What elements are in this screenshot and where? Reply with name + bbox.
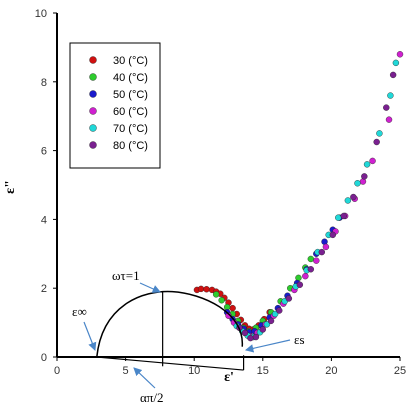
alpha-pi-label: απ/2: [140, 390, 164, 405]
data-point-series-2: [307, 255, 315, 263]
data-point-series-6: [259, 326, 266, 333]
data-point-series-2: [218, 297, 225, 304]
y-tick-label: 4: [41, 214, 47, 226]
annotations: ωτ=1 ε∞ εs απ/2: [72, 268, 305, 405]
legend-box: [69, 42, 161, 169]
data-point-series-4: [396, 51, 404, 58]
data-point-series-6: [296, 281, 304, 288]
data-point-series-5: [392, 59, 400, 67]
data-point-series-5: [387, 92, 394, 99]
y-tick-label: 2: [41, 283, 47, 295]
y-tick-label: 8: [41, 77, 47, 89]
data-point-series-6: [285, 295, 293, 302]
data-point-series-6: [267, 317, 275, 325]
data-point-series-4: [302, 272, 309, 280]
data-point-series-2: [212, 291, 220, 298]
legend-marker: [89, 56, 97, 64]
data-point-series-5: [271, 310, 279, 318]
data-point-series-5: [363, 161, 371, 168]
data-point-series-6: [361, 173, 368, 180]
legend-marker: [89, 141, 97, 149]
x-axis-label: ε': [224, 370, 234, 385]
legend-label: 80 (°C): [113, 140, 148, 152]
data-point-series-1: [203, 286, 210, 293]
x-tick-label: 20: [325, 365, 337, 377]
x-tick-label: 0: [54, 365, 60, 377]
data-point-series-6: [373, 138, 380, 146]
legend-marker: [89, 90, 97, 98]
legend-label: 30 (°C): [113, 55, 148, 67]
data-points: [193, 51, 404, 342]
alpha-pi-arrow: [133, 367, 156, 389]
axes: 0 5 10 15 20 25 0 2 4 6 8 10 ε' ε": [3, 8, 406, 385]
data-point-series-4: [313, 257, 320, 264]
legend-marker: [89, 107, 97, 115]
legend-marker: [89, 73, 97, 81]
data-point-series-6: [307, 266, 315, 273]
omega-tau-label: ωτ=1: [112, 268, 140, 283]
data-point-series-6: [383, 104, 390, 111]
data-point-series-6: [329, 231, 336, 239]
eps-s-label: εs: [294, 332, 305, 347]
data-point-series-6: [252, 333, 260, 341]
data-point-series-5: [376, 130, 383, 137]
semicircle-arc: [96, 290, 243, 358]
omega-tau-arrow: [139, 282, 161, 293]
x-tick-label: 5: [123, 365, 129, 377]
data-point-series-4: [322, 243, 330, 251]
data-point-series-6: [318, 248, 325, 256]
data-point-series-5: [263, 321, 271, 328]
data-point-series-6: [276, 307, 283, 314]
eps-s-arrow: [244, 339, 291, 353]
data-point-series-4: [385, 116, 393, 123]
y-axis-label: ε": [3, 180, 18, 194]
legend-label: 60 (°C): [113, 106, 148, 118]
x-tick-label: 25: [394, 365, 406, 377]
legend-label: 50 (°C): [113, 89, 148, 101]
data-point-series-4: [369, 157, 376, 165]
legend-label: 70 (°C): [113, 123, 148, 135]
x-tick-label: 10: [188, 365, 200, 377]
data-point-series-5: [335, 214, 342, 221]
y-tick-label: 10: [35, 8, 47, 20]
y-tick-label: 0: [41, 352, 47, 364]
data-point-series-6: [241, 329, 249, 337]
legend: 30 (°C) 40 (°C) 50 (°C) 60 (°C) 70 (°C) 80 (°…: [69, 42, 161, 169]
y-tick-label: 6: [41, 146, 47, 158]
legend-marker: [89, 124, 97, 132]
eps-inf-arrow: [83, 321, 97, 351]
data-point-series-6: [350, 193, 357, 201]
legend-label: 40 (°C): [113, 72, 148, 84]
data-point-series-5: [354, 180, 361, 187]
data-point-series-6: [389, 71, 397, 79]
x-tick-label: 15: [257, 365, 269, 377]
data-point-series-6: [247, 334, 254, 342]
data-point-series-1: [197, 285, 205, 293]
eps-inf-label: ε∞: [72, 304, 87, 319]
tilted-baseline: [96, 356, 244, 371]
data-point-series-1: [229, 304, 236, 312]
data-point-series-5: [344, 197, 352, 204]
data-point-series-6: [340, 212, 347, 220]
